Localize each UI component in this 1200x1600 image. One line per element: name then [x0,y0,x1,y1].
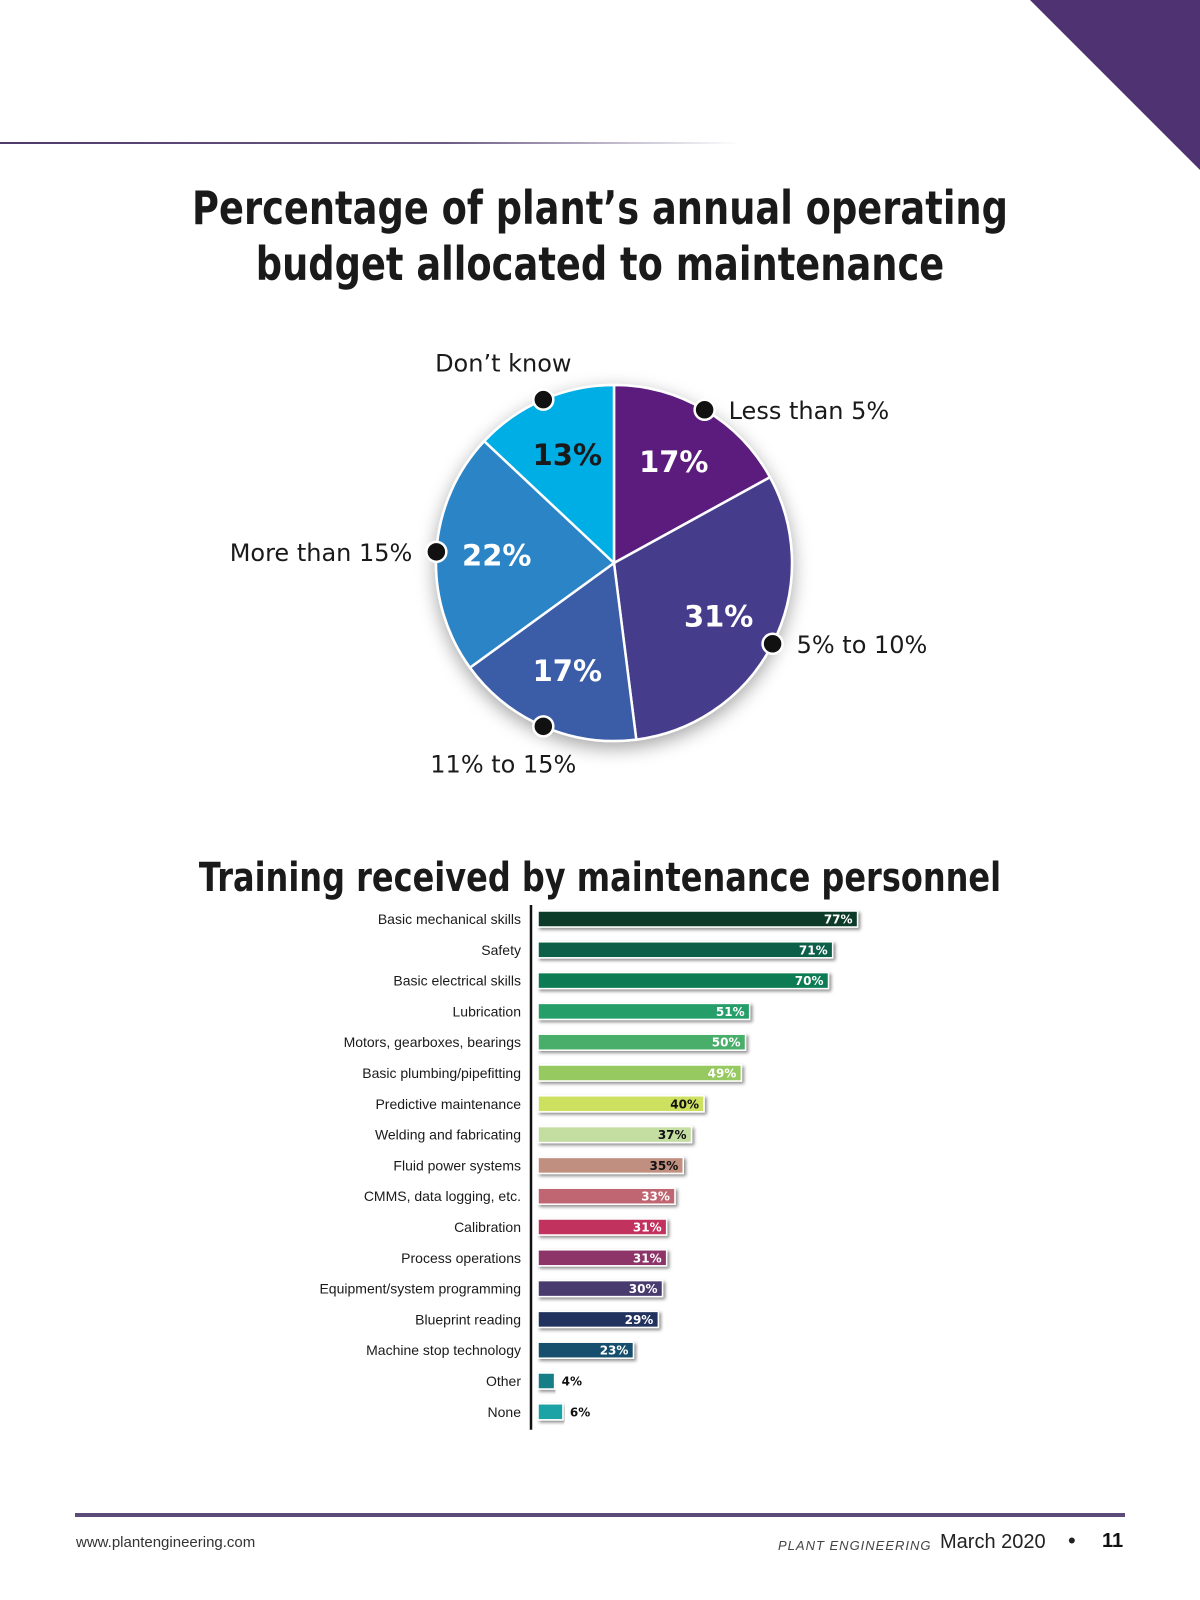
bar-category-label: Calibration [454,1219,521,1235]
pie-chart: 17% Less than 5% 31% 5% to 10% 17% 11% to 15%… [230,350,928,779]
bar [537,1064,743,1082]
bar-value-label: 49% [708,1067,737,1081]
bar-value-label: 71% [799,943,828,957]
bar-value-label: 23% [600,1344,629,1358]
bar [537,1403,564,1421]
bar-category-label: Process operations [401,1250,521,1266]
bar [537,1249,668,1267]
bar-value-label: 33% [641,1190,670,1204]
bar [537,941,834,959]
bar-category-label: Equipment/system programming [319,1281,521,1297]
bar-category-label: Basic mechanical skills [378,911,521,927]
bar-chart: Basic mechanical skills 77% Safety 71% Basic… [319,905,859,1430]
pie-leader-dot [532,388,555,411]
bar-value-label: 31% [633,1221,662,1235]
bar-category-label: CMMS, data logging, etc. [364,1188,521,1204]
bar-category-label: Safety [481,942,521,958]
bar-value-label: 50% [712,1036,741,1050]
page-number: 11 [1102,1530,1124,1552]
bar-value-label: 35% [650,1159,679,1173]
bar-value-label: 77% [824,913,853,927]
pie-slice-value: 17% [639,445,708,479]
pie-chart-title: Percentage of plant’s annual operating b… [192,181,1008,291]
bar [537,1310,660,1329]
bar [537,1002,751,1021]
bar [537,1187,676,1205]
bar [537,1341,635,1359]
bar-value-label: 30% [629,1282,658,1296]
bar-category-label: Blueprint reading [415,1311,521,1327]
bar-value-label: 70% [795,974,824,988]
footer-rule [75,1513,1125,1517]
pie-slice-value: 31% [684,599,753,633]
bar-value-label: 29% [625,1313,654,1327]
pie-leader-dot [761,632,784,656]
bar [537,1279,664,1298]
bar-value-label: 37% [658,1128,687,1142]
pie-category-label: Don’t know [435,350,571,378]
corner-decoration [1030,0,1200,170]
footer-url: www.plantengineering.com [76,1534,256,1551]
header-rule [0,142,740,144]
bar [537,1372,556,1390]
bar-value-label: 40% [670,1097,699,1111]
bar-category-label: Basic plumbing/pipefitting [362,1065,521,1081]
pie-leader-dot [532,715,555,738]
bar-category-label: Basic electrical skills [393,973,521,989]
bar [537,1156,684,1175]
bar-value-label: 51% [716,1005,745,1019]
pie-category-label: Less than 5% [729,397,890,425]
bar-category-label: Predictive maintenance [375,1096,521,1112]
bar [537,1218,668,1236]
bar-category-label: Other [486,1373,521,1389]
pie-slice-value: 22% [462,539,531,573]
pie-category-label: 11% to 15% [430,750,576,778]
bar-category-label: None [488,1404,522,1420]
bar [537,1125,693,1144]
pie-leader-dot [425,540,448,564]
pie-leader-dot [693,398,716,422]
bar-category-label: Welding and fabricating [375,1127,521,1143]
bar-category-label: Lubrication [453,1003,522,1019]
bar-chart-title: Training received by maintenance personn… [198,855,1002,901]
bar-value-label: 6% [570,1405,590,1419]
pie-category-label: 5% to 10% [797,631,928,659]
bar-value-label: 31% [633,1251,662,1265]
bar-category-label: Fluid power systems [393,1157,521,1173]
bar [537,1095,705,1113]
bar-category-label: Motors, gearboxes, bearings [344,1034,521,1050]
footer-date: March 2020 [940,1531,1046,1553]
footer-magazine: PLANT ENGINEERING [778,1538,932,1553]
footer-separator: • [1068,1528,1076,1553]
pie-slice-value: 17% [533,654,602,688]
pie-category-label: More than 15% [230,539,413,567]
bar-value-label: 4% [562,1375,582,1389]
bar-category-label: Machine stop technology [366,1342,521,1358]
bar [537,1033,747,1051]
pie-slice-value: 13% [533,438,602,472]
bar [537,910,859,928]
bar [537,971,830,990]
